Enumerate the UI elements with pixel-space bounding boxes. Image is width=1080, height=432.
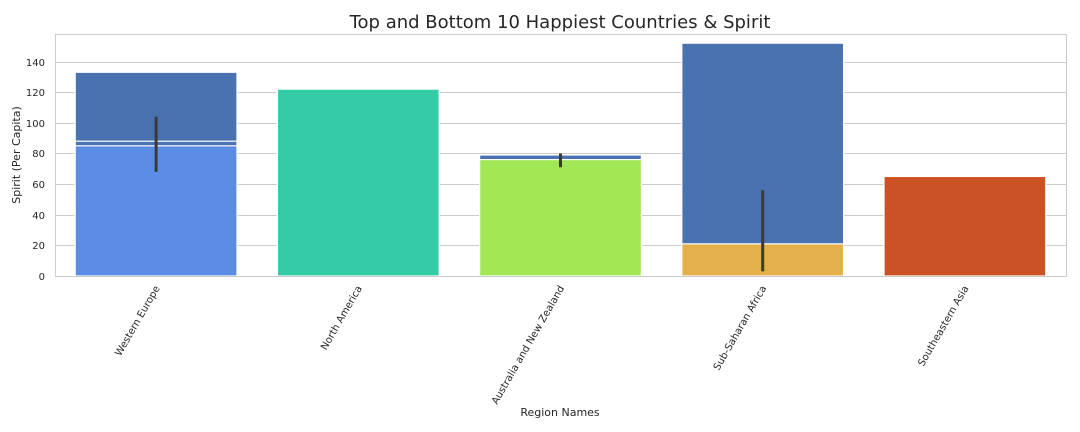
y-tick-label: 20: [32, 241, 45, 252]
x-tick-labels: Western Europe North America Australia and…: [113, 284, 971, 407]
bar-4-2: [276, 88, 440, 277]
y-tick-label: 140: [26, 58, 45, 69]
y-tick-label: 120: [26, 88, 45, 99]
x-tick-label: Sub-Saharan Africa: [712, 284, 769, 373]
x-tick-label: Australia and New Zealand: [490, 284, 567, 407]
y-tick-label: 80: [32, 149, 45, 160]
y-tick-label: 0: [39, 272, 45, 283]
bar-7-5: [883, 175, 1047, 277]
y-tick-label: 100: [26, 119, 45, 130]
x-axis-label: Region Names: [520, 406, 600, 419]
y-axis-label: Spirit (Per Capita): [10, 106, 23, 204]
bar-5-3: [479, 158, 642, 277]
error-bars: [154, 116, 765, 272]
y-tick-label: 60: [32, 180, 45, 191]
x-tick-label: North America: [319, 284, 365, 352]
x-tick-label: Southeastern Asia: [916, 284, 971, 368]
x-tick-label: Western Europe: [113, 284, 162, 358]
y-tick-labels: 0 20 40 60 80 100 120 140: [26, 58, 45, 283]
chart-title: Top and Bottom 10 Happiest Countries & S…: [349, 12, 771, 33]
y-tick-label: 40: [32, 211, 45, 222]
plot-frame: [55, 34, 1067, 277]
